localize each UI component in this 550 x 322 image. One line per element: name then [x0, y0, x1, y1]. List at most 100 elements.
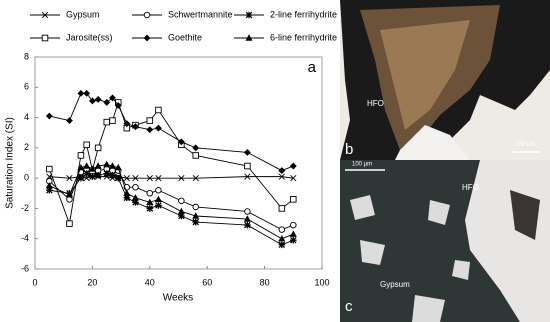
- marker: [77, 163, 85, 171]
- marker: [45, 181, 53, 189]
- photo-region: [452, 260, 470, 280]
- marker: [192, 218, 200, 226]
- marker: [89, 173, 96, 180]
- photo-label: Gypsum: [380, 280, 410, 289]
- y-tick-label: 0: [24, 173, 29, 183]
- marker: [244, 173, 251, 180]
- panel-label: a: [308, 59, 317, 76]
- chart: a Weeks Saturation Index (SI) -6 -4 -2 0 2 4 6…: [5, 9, 337, 303]
- marker: [146, 190, 154, 197]
- marker: [94, 95, 102, 103]
- marker: [77, 89, 85, 97]
- marker: [94, 171, 102, 179]
- y-tick-label: -2: [21, 203, 29, 213]
- marker: [290, 221, 297, 229]
- legend-marker: [245, 34, 253, 41]
- legend-label: Goethite: [168, 32, 202, 42]
- marker: [77, 174, 85, 182]
- y-tick-label: -4: [21, 233, 29, 243]
- photo-region: [360, 240, 385, 265]
- marker: [114, 163, 122, 171]
- y-tick-label: -6: [21, 263, 29, 273]
- photo-region: [510, 190, 540, 240]
- marker: [243, 148, 251, 156]
- marker: [46, 165, 53, 173]
- legend-marker: [245, 11, 253, 19]
- legend-label: 6-line ferrihydrite: [270, 32, 337, 42]
- marker: [83, 89, 91, 97]
- marker: [192, 203, 199, 211]
- marker: [88, 165, 96, 172]
- marker: [243, 215, 251, 222]
- marker: [77, 152, 85, 159]
- marker: [103, 170, 111, 177]
- marker: [146, 175, 153, 182]
- photo-region: [428, 200, 450, 225]
- marker: [244, 221, 251, 229]
- marker: [83, 141, 90, 149]
- marker: [278, 234, 286, 242]
- marker: [290, 196, 297, 203]
- marker: [123, 189, 131, 196]
- photo-region: [350, 195, 375, 220]
- marker: [278, 226, 286, 233]
- y-tick-label: 6: [24, 82, 29, 92]
- marker: [88, 97, 96, 105]
- marker: [290, 175, 297, 182]
- marker: [278, 167, 286, 175]
- marker: [146, 205, 154, 212]
- legend-label: Jarosite(ss): [66, 32, 113, 42]
- marker: [146, 198, 154, 206]
- series-line: [48, 100, 294, 226]
- legend-marker: [41, 11, 49, 19]
- scale-label: 100 µm: [352, 162, 372, 168]
- marker: [146, 117, 154, 124]
- marker: [108, 162, 117, 169]
- marker: [177, 207, 185, 215]
- x-axis-label: Weeks: [163, 293, 193, 304]
- marker: [155, 187, 162, 194]
- marker: [132, 199, 139, 206]
- legend-marker: [143, 34, 151, 42]
- marker: [45, 112, 53, 120]
- marker: [66, 117, 73, 125]
- y-tick-label: 4: [24, 112, 29, 122]
- marker: [244, 208, 251, 215]
- x-tick-label: 0: [32, 277, 37, 287]
- marker: [154, 195, 162, 203]
- marker: [192, 144, 200, 152]
- marker: [278, 241, 286, 249]
- marker: [132, 175, 139, 182]
- photo-label: HFO: [367, 99, 384, 108]
- panel-label: b: [345, 141, 353, 158]
- legend-label: Gypsum: [66, 9, 100, 19]
- series-line: [49, 92, 294, 172]
- marker: [94, 144, 102, 152]
- marker: [192, 212, 200, 219]
- x-tick-label: 100: [314, 277, 329, 287]
- marker: [178, 197, 185, 205]
- x-tick-label: 40: [145, 277, 155, 287]
- marker: [289, 230, 297, 237]
- marker: [103, 98, 111, 106]
- panel-label: c: [345, 298, 353, 315]
- marker: [123, 120, 131, 128]
- marker: [46, 186, 53, 194]
- marker: [132, 123, 139, 131]
- marker: [289, 162, 297, 170]
- marker: [83, 162, 91, 169]
- photo-region: [380, 20, 470, 130]
- plot-frame: [34, 56, 323, 270]
- legend-marker: [143, 11, 151, 19]
- series-line: [49, 164, 294, 240]
- x-tick-label: 80: [260, 277, 270, 287]
- marker: [290, 236, 297, 244]
- marker: [94, 162, 102, 169]
- photo-region: [395, 125, 470, 160]
- marker: [154, 124, 162, 132]
- marker: [155, 106, 162, 114]
- marker: [66, 175, 73, 182]
- photo-label: HFO: [462, 183, 479, 192]
- marker: [109, 117, 116, 124]
